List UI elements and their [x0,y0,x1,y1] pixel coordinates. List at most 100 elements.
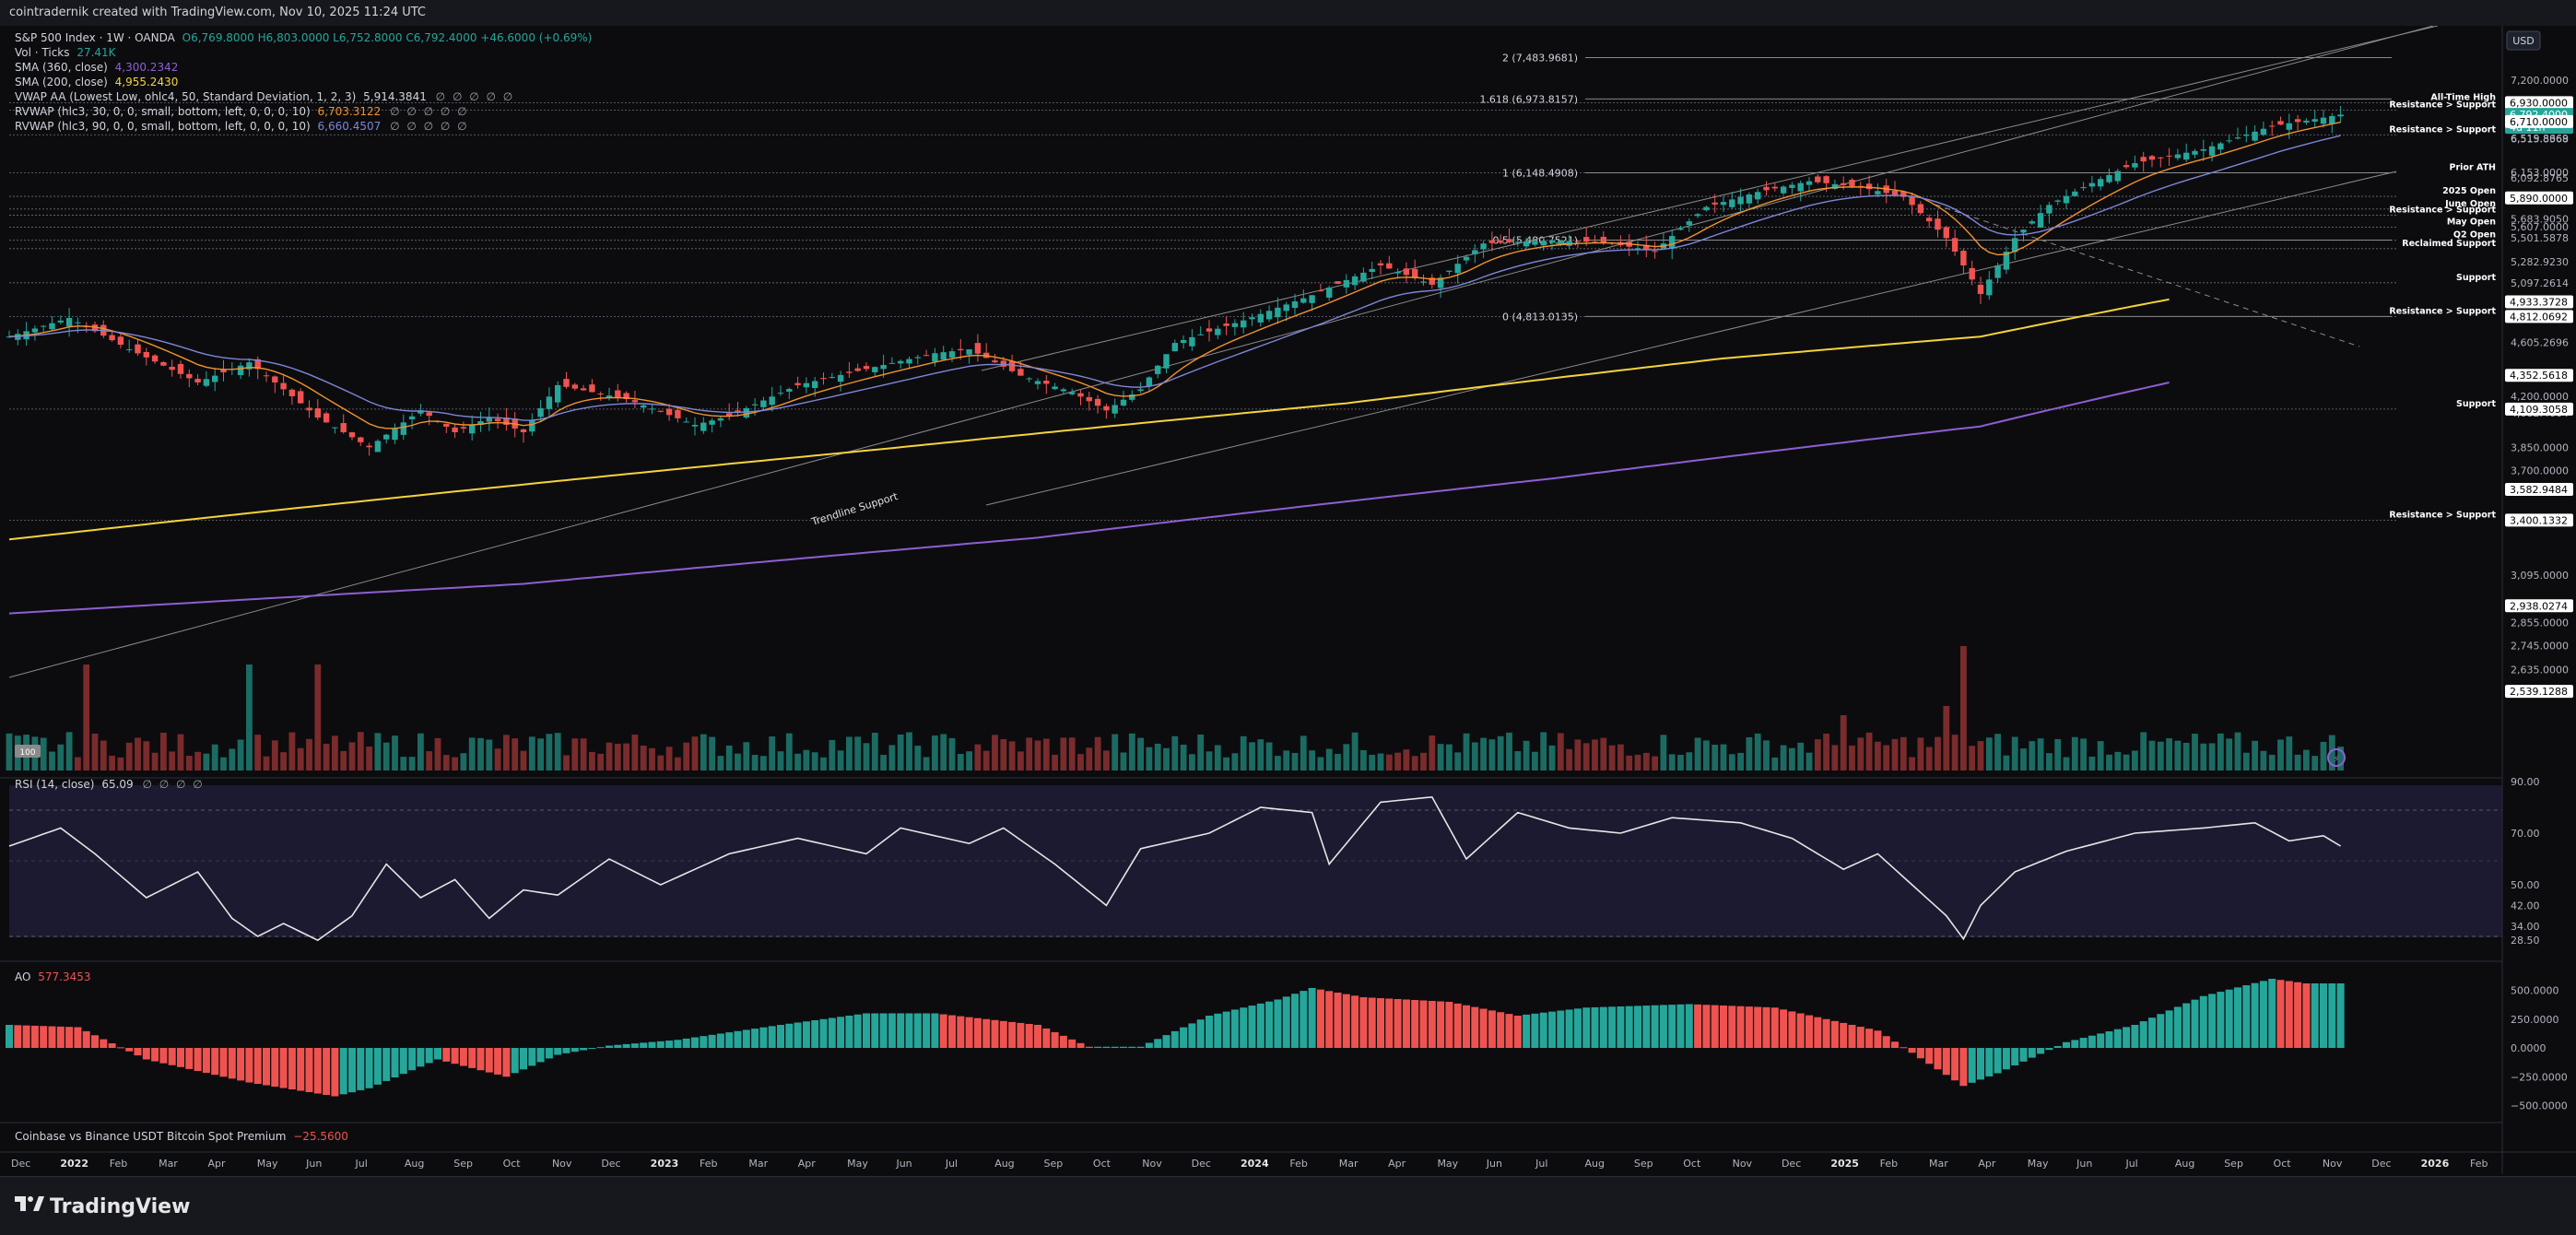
volume-bar [2320,741,2327,770]
sma200-value: 4,955.2430 [114,76,179,88]
ao-bar [2139,1021,2147,1048]
legend-sma200-row[interactable]: SMA (200, close) 4,955.2430 [15,76,178,88]
volume-bar [1128,733,1135,770]
candle-body [2132,163,2138,168]
legend-rsi-row[interactable]: RSI (14, close) 65.09 ∅ ∅ ∅ ∅ [15,778,205,791]
ao-bar [656,1041,665,1048]
candle-body [1634,248,1641,250]
candle-body [1771,186,1778,189]
volume-bar [1154,743,1161,770]
candle-body [503,418,510,425]
ao-bar [1840,1022,1848,1048]
legend-premium-row[interactable]: Coinbase vs Binance USDT Bitcoin Spot Pr… [15,1130,348,1143]
volume-bar [512,738,519,770]
volume-bar [1943,706,1950,770]
ao-bar [1942,1048,1950,1076]
ao-bar [999,1020,1007,1048]
rvwap30-placeholders: ∅ ∅ ∅ ∅ ∅ [390,105,469,118]
candle-body [1171,343,1178,352]
legend-sma360-row[interactable]: SMA (360, close) 4,300.2342 [15,61,178,74]
ao-tick: 0.0000 [2511,1042,2547,1054]
ao-bar [630,1043,639,1048]
time-axis[interactable]: Dec 2022 Feb Mar Apr May Jun Jul Aug Sep Oct Nov Dec… [11,1158,2488,1170]
candle-body [1265,311,1273,320]
rsi-placeholders: ∅ ∅ ∅ ∅ [142,778,205,791]
legend-symbol-row[interactable]: S&P 500 Index · 1W · OANDA O6,769.8000 H… [15,31,592,44]
flash-icon[interactable] [2327,748,2346,767]
candle-body [1558,241,1564,245]
volume-bar [1831,745,1839,770]
volume-bar [1823,734,1829,770]
price-box-text: 6,710.0000 [2510,116,2568,128]
volume-bar [366,747,372,770]
candle-body [1669,236,1676,249]
volume-bar [246,665,253,770]
candle-body [1249,317,1255,320]
ao-bar [1111,1046,1119,1048]
volume-bar [2200,743,2207,770]
currency-button[interactable] [2506,30,2541,51]
volume-bar [614,743,621,770]
candle-body [1326,288,1333,298]
time-tick: Feb [2470,1158,2488,1170]
ao-bar [2199,995,2207,1048]
ao-bar [2088,1035,2096,1048]
ao-bar [271,1048,279,1087]
legend-vol-row[interactable]: Vol · Ticks 27.41K [15,46,116,59]
ao-bar [520,1048,527,1070]
legend-rvwap30-row[interactable]: RVWAP (hlc3, 30, 0, 0, small, bottom, le… [15,105,469,118]
volume-bar [2192,734,2198,770]
legend-rvwap90-row[interactable]: RVWAP (hlc3, 90, 0, 0, small, bottom, le… [15,120,469,133]
volume-bar [426,751,433,770]
candle-body [2174,154,2182,159]
ao-bar [1814,1017,1822,1048]
price-box-text: 2,938.0274 [2510,600,2568,612]
volume-bar [537,738,544,770]
ao-bar [2131,1025,2139,1048]
ao-bar [91,1035,99,1048]
legend-ao-row[interactable]: AO 577.3453 [15,970,91,983]
volume-bar [563,755,570,770]
candle-body [1043,381,1050,384]
volume-bar [83,665,90,770]
ao-bar [1102,1046,1111,1048]
volume-bar [1180,744,1187,770]
ao-bar [1548,1011,1556,1048]
time-tick: Apr [1388,1158,1406,1170]
time-tick: Oct [1683,1158,1701,1170]
volume-bar [1471,742,1478,770]
volume-bar [1283,750,1290,770]
legend-vwap-row[interactable]: VWAP AA (Lowest Low, ohlc4, 50, Standard… [15,90,514,103]
volume-bar [709,736,715,770]
candle-body [2080,187,2087,189]
volume-bar [1703,740,1710,770]
volume-bar [2114,751,2122,770]
ao-bar [785,1023,794,1048]
candle-body [2217,143,2224,150]
candle-body [6,336,13,338]
rvwap30-line [8,121,2341,429]
candle-body [1480,243,1487,250]
volume-bar [348,742,356,770]
time-tick: Nov [552,1158,572,1170]
ao-bar [1206,1016,1213,1048]
candle-body [1943,227,1949,239]
rsi-tick: 90.00 [2511,776,2540,788]
ao-bar [1591,1006,1599,1048]
candle-body [126,349,133,351]
volume-bar [503,735,510,770]
volume-bar [820,757,827,770]
candle-body [2046,205,2053,214]
currency-label: USD [2512,35,2535,47]
volume-bar [932,735,938,770]
candle-body [769,396,775,406]
candle-body [1403,268,1410,276]
ao-bar [1437,1001,1445,1048]
ao-bar [288,1048,296,1089]
candle-body [1317,290,1324,292]
candle-body [2269,125,2276,127]
ao-bar [177,1048,184,1067]
volume-badge-text: 100 [19,748,35,758]
